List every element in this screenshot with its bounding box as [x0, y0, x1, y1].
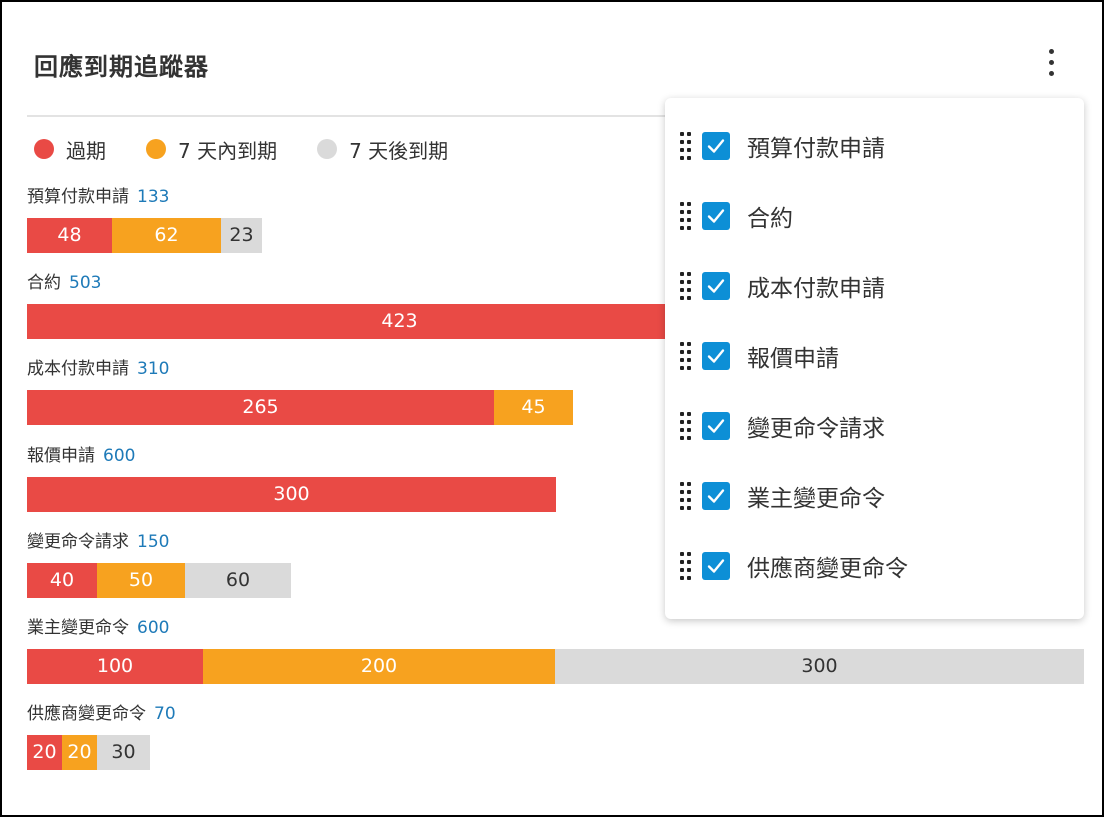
bar-row: 合約 503 423 — [27, 271, 772, 339]
checkbox-checked-icon[interactable] — [702, 132, 730, 160]
column-toggle-item[interactable]: 報價申請 — [665, 332, 1084, 380]
bar-row: 成本付款申請 310 265 45 — [27, 357, 573, 425]
category-total: 600 — [103, 446, 136, 466]
column-toggle-item[interactable]: 變更命令請求 — [665, 402, 1084, 450]
legend-dot-overdue — [34, 139, 54, 159]
bar-segment-due-after-7[interactable]: 300 — [555, 649, 1084, 684]
bar-segment-due-within-7[interactable]: 50 — [97, 563, 185, 598]
bar-row-label: 供應商變更命令 70 — [27, 702, 176, 726]
bar-row-label: 預算付款申請 133 — [27, 185, 169, 209]
category-name: 預算付款申請 — [27, 187, 129, 207]
checkbox-checked-icon[interactable] — [702, 342, 730, 370]
column-toggle-item[interactable]: 合約 — [665, 192, 1084, 240]
column-toggle-label: 成本付款申請 — [747, 276, 885, 302]
column-toggle-item[interactable]: 預算付款申請 — [665, 122, 1084, 170]
legend-dot-due-within-7 — [146, 139, 166, 159]
column-toggle-label: 合約 — [747, 206, 793, 232]
bar-segment-overdue[interactable]: 48 — [27, 218, 112, 253]
bar-segment-due-within-7[interactable]: 200 — [203, 649, 555, 684]
column-toggle-label: 預算付款申請 — [747, 136, 885, 162]
category-name: 變更命令請求 — [27, 532, 129, 552]
drag-handle-icon[interactable] — [680, 551, 694, 581]
drag-handle-icon[interactable] — [680, 411, 694, 441]
bar-segment-due-after-7[interactable]: 60 — [185, 563, 291, 598]
stacked-bar: 265 45 — [27, 390, 573, 425]
column-toggle-item[interactable]: 供應商變更命令 — [665, 542, 1084, 590]
stacked-bar: 40 50 60 — [27, 563, 291, 598]
column-toggle-label: 供應商變更命令 — [747, 556, 908, 582]
bar-row-label: 成本付款申請 310 — [27, 357, 169, 381]
bar-segment-overdue[interactable]: 40 — [27, 563, 97, 598]
category-name: 業主變更命令 — [27, 618, 129, 638]
column-toggle-label: 變更命令請求 — [747, 416, 885, 442]
drag-handle-icon[interactable] — [680, 341, 694, 371]
category-name: 報價申請 — [27, 446, 95, 466]
bar-segment-due-within-7[interactable]: 20 — [62, 735, 97, 770]
bar-segment-overdue[interactable]: 423 — [27, 304, 772, 339]
category-total: 503 — [69, 273, 102, 293]
checkbox-checked-icon[interactable] — [702, 552, 730, 580]
bar-segment-overdue[interactable]: 100 — [27, 649, 203, 684]
category-name: 合約 — [27, 273, 61, 293]
legend-dot-due-after-7 — [317, 139, 338, 159]
bar-row: 變更命令請求 150 40 50 60 — [27, 530, 291, 598]
column-toggle-item[interactable]: 成本付款申請 — [665, 262, 1084, 310]
bar-row-label: 合約 503 — [27, 271, 101, 295]
checkbox-checked-icon[interactable] — [702, 412, 730, 440]
drag-handle-icon[interactable] — [680, 131, 694, 161]
column-toggle-item[interactable]: 業主變更命令 — [665, 472, 1084, 520]
legend-item-due-within-7[interactable]: 7 天內到期 — [146, 135, 277, 164]
stacked-bar: 423 — [27, 304, 772, 339]
bar-row: 預算付款申請 133 48 62 23 — [27, 185, 262, 253]
legend-item-due-after-7[interactable]: 7 天後到期 — [317, 135, 448, 164]
bar-segment-due-within-7[interactable]: 62 — [112, 218, 221, 253]
column-toggle-label: 報價申請 — [747, 346, 839, 372]
column-toggle-menu: 預算付款申請 合約成本付款申請 報價申請變更命令請求 業主變更命令 供應商變更命令 — [665, 98, 1084, 619]
category-total: 133 — [137, 187, 170, 207]
category-total: 70 — [154, 704, 176, 724]
widget-title: 回應到期追蹤器 — [34, 53, 209, 81]
category-name: 供應商變更命令 — [27, 704, 146, 724]
bar-row: 報價申請 600 300 — [27, 444, 556, 512]
header-divider — [27, 115, 667, 117]
bar-segment-overdue[interactable]: 265 — [27, 390, 494, 425]
checkbox-checked-icon[interactable] — [702, 272, 730, 300]
bar-row-label: 變更命令請求 150 — [27, 530, 169, 554]
bar-segment-overdue[interactable]: 20 — [27, 735, 62, 770]
checkbox-checked-icon[interactable] — [702, 202, 730, 230]
drag-handle-icon[interactable] — [680, 271, 694, 301]
stacked-bar: 300 — [27, 477, 556, 512]
stacked-bar: 100 200 300 — [27, 649, 1084, 684]
legend-label: 7 天後到期 — [349, 138, 449, 163]
bar-row: 供應商變更命令 70 20 20 30 — [27, 702, 176, 770]
category-name: 成本付款申請 — [27, 359, 129, 379]
bar-row-label: 業主變更命令 600 — [27, 616, 169, 640]
legend-item-overdue[interactable]: 過期 — [34, 135, 106, 164]
bar-segment-due-within-7[interactable]: 45 — [494, 390, 573, 425]
category-total: 310 — [137, 359, 170, 379]
legend-label: 7 天內到期 — [178, 138, 278, 163]
bar-row: 業主變更命令 600 100 200 300 — [27, 616, 1084, 684]
category-total: 600 — [137, 618, 170, 638]
bar-segment-due-after-7[interactable]: 23 — [221, 218, 262, 253]
legend-label: 過期 — [66, 138, 106, 163]
drag-handle-icon[interactable] — [680, 481, 694, 511]
category-total: 150 — [137, 532, 170, 552]
stacked-bar: 48 62 23 — [27, 218, 262, 253]
checkbox-checked-icon[interactable] — [702, 482, 730, 510]
legend: 過期 7 天內到期 7 天後到期 — [34, 134, 488, 164]
bar-segment-overdue[interactable]: 300 — [27, 477, 556, 512]
more-vertical-icon[interactable] — [1038, 46, 1066, 80]
column-toggle-label: 業主變更命令 — [747, 486, 885, 512]
drag-handle-icon[interactable] — [680, 201, 694, 231]
stacked-bar: 20 20 30 — [27, 735, 150, 770]
bar-segment-due-after-7[interactable]: 30 — [97, 735, 150, 770]
bar-row-label: 報價申請 600 — [27, 444, 135, 468]
